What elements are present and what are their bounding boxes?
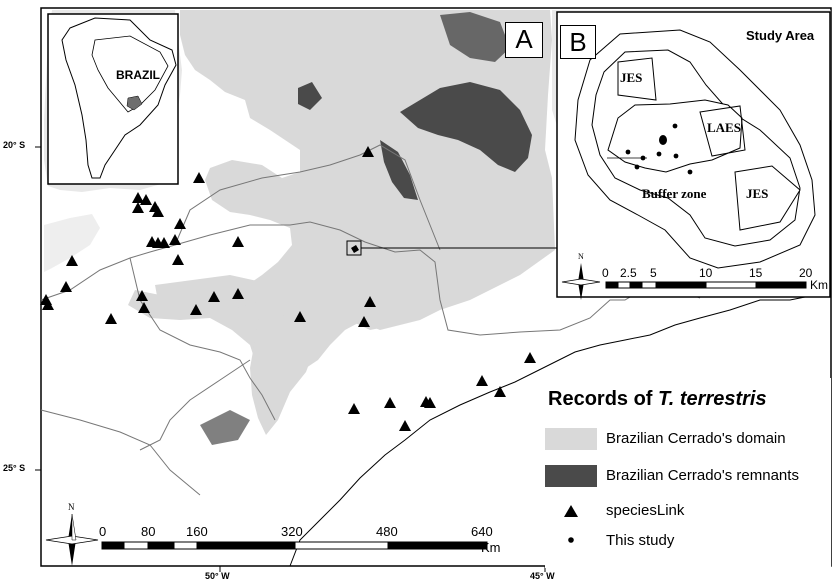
- specieslink-record-marker: [132, 192, 144, 203]
- inset-scale-tick-0: 0: [602, 266, 609, 280]
- main-scale-tick-80: 80: [141, 524, 156, 539]
- main-scale-tick-640: 640: [471, 524, 493, 539]
- state-borders: [40, 144, 701, 496]
- inset-scale-tick-10: 10: [699, 266, 713, 280]
- lat-label-25s: 25° S: [3, 463, 26, 473]
- specieslink-record-marker: [294, 311, 306, 322]
- main-scale-unit: Km: [481, 540, 501, 555]
- main-scale-bar: [101, 541, 488, 550]
- main-north-arrow: [45, 513, 99, 566]
- legend-title-prefix: Records of: [548, 388, 659, 410]
- study-area-inset: [556, 11, 831, 298]
- study-area-title: Study Area: [746, 28, 815, 43]
- specieslink-record-marker: [424, 397, 436, 408]
- inset-scale-bar: [605, 281, 807, 289]
- south-america-inset: [47, 13, 179, 185]
- specieslink-record-marker: [172, 254, 184, 265]
- main-scale-tick-160: 160: [186, 524, 208, 539]
- specieslink-records: [40, 146, 536, 431]
- specieslink-record-marker: [42, 299, 54, 310]
- specieslink-record-marker: [399, 420, 411, 431]
- specieslink-record-marker: [348, 403, 360, 414]
- specieslink-record-marker: [190, 304, 202, 315]
- specieslink-record-marker: [174, 218, 186, 229]
- specieslink-record-marker: [152, 206, 164, 217]
- specieslink-record-marker: [60, 281, 72, 292]
- panel-label-b: B: [560, 25, 596, 59]
- specieslink-record-marker: [232, 236, 244, 247]
- specieslink-record-marker: [169, 234, 181, 245]
- legend-title: Records of T. terrestris: [548, 388, 767, 411]
- legend-item-this-study: This study: [606, 532, 675, 549]
- lon-label-45w: 45° W: [530, 571, 555, 581]
- specieslink-record-marker: [136, 290, 148, 301]
- specieslink-record-marker: [193, 172, 205, 183]
- country-label: BRAZIL: [116, 68, 160, 82]
- lat-label-20s: 20° S: [3, 140, 26, 150]
- inset-scale-tick-15: 15: [749, 266, 763, 280]
- specieslink-record-marker: [140, 194, 152, 205]
- specieslink-record-marker: [66, 255, 78, 266]
- specieslink-record-marker: [494, 386, 506, 397]
- study-area-locator-mark: [351, 245, 359, 253]
- coastline: [289, 289, 832, 567]
- laes-label: LAES: [707, 120, 741, 135]
- main-north-label: N: [68, 502, 75, 512]
- inset-study-points: [625, 123, 693, 175]
- main-scale-tick-320: 320: [281, 524, 303, 539]
- panel-label-a: A: [505, 22, 543, 58]
- specieslink-record-marker: [364, 296, 376, 307]
- inset-scale-tick-5: 5: [650, 266, 657, 280]
- jes-south-label: JES: [746, 186, 769, 201]
- specieslink-record-marker: [158, 237, 170, 248]
- specieslink-record-marker: [524, 352, 536, 363]
- legend-title-species: T. terrestris: [658, 388, 767, 410]
- jes-north-label: JES: [620, 70, 643, 85]
- legend-item-domain: Brazilian Cerrado's domain: [606, 430, 786, 447]
- legend-item-specieslink: speciesLink: [606, 502, 685, 519]
- specieslink-record-marker: [476, 375, 488, 386]
- inset-scale-tick-20: 20: [799, 266, 813, 280]
- inset-scale-tick-2-5: 2.5: [620, 266, 637, 280]
- inset-north-label: N: [578, 252, 584, 261]
- specieslink-record-marker: [105, 313, 117, 324]
- legend-item-remnants: Brazilian Cerrado's remnants: [606, 467, 799, 484]
- specieslink-record-marker: [208, 291, 220, 302]
- legend-box: [545, 378, 831, 568]
- buffer-zone-label: Buffer zone: [642, 186, 707, 201]
- inset-north-arrow: [561, 263, 601, 300]
- specieslink-record-marker: [384, 397, 396, 408]
- specieslink-record-marker: [232, 288, 244, 299]
- main-scale-tick-0: 0: [99, 524, 107, 539]
- specieslink-record-marker: [358, 316, 370, 327]
- specieslink-record-marker: [138, 302, 150, 313]
- specieslink-record-marker: [362, 146, 374, 157]
- inset-scale-unit: Km: [810, 278, 828, 292]
- lon-label-50w: 50° W: [205, 571, 230, 581]
- specieslink-record-marker: [132, 202, 144, 213]
- main-scale-tick-480: 480: [376, 524, 398, 539]
